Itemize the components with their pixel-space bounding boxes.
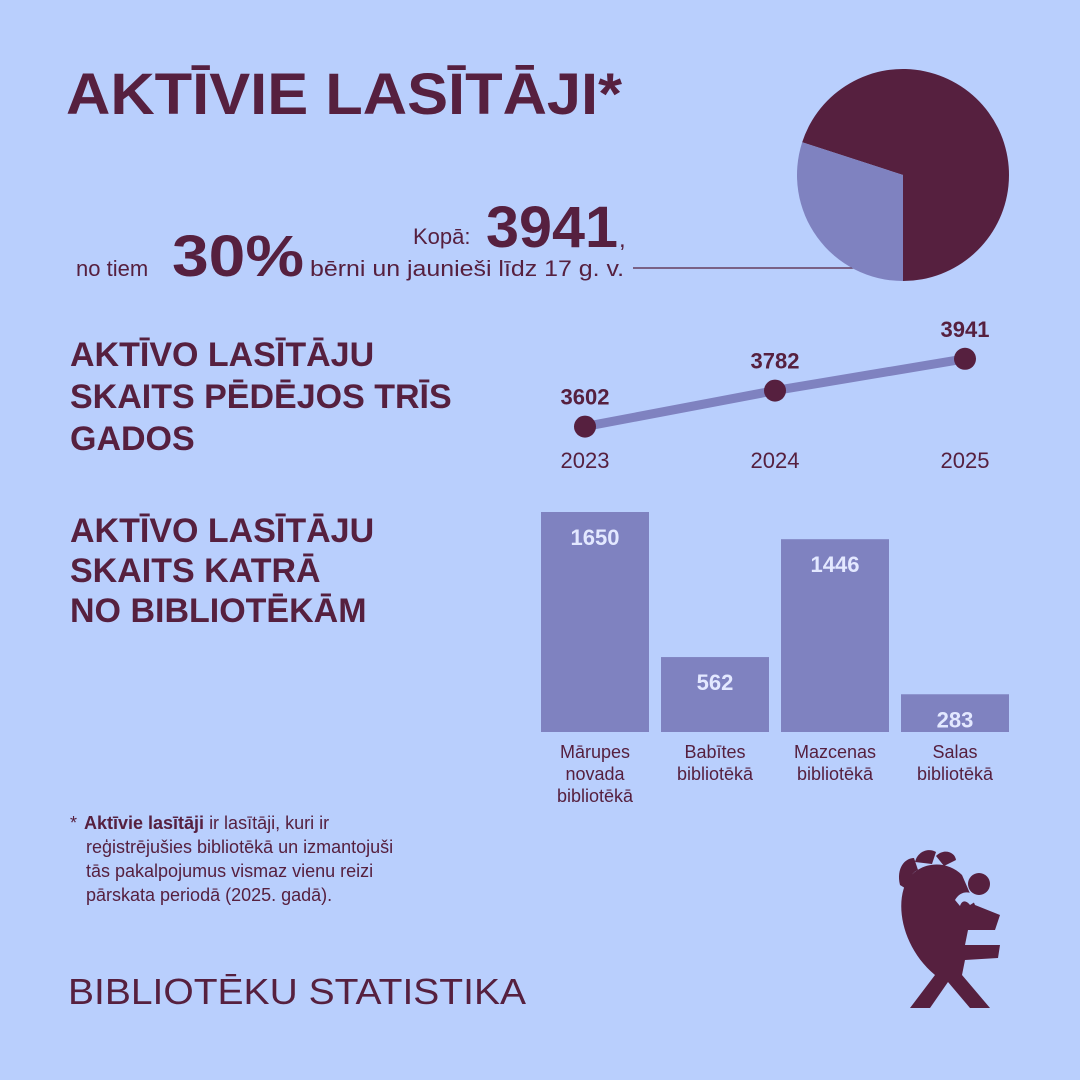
logo: [899, 850, 1000, 1008]
pie-slice: [802, 69, 1009, 282]
footer: BIBLIOTĒKU STATISTIKA: [68, 971, 526, 1012]
x-tick-label: Mazcenas bibliotēkā: [794, 742, 876, 784]
value-label: 562: [697, 670, 734, 695]
bar: [901, 694, 1009, 732]
value-label: 1446: [811, 552, 860, 577]
page-title: AKTĪVIE LASĪTĀJI*: [66, 62, 622, 127]
footnote-text: ir lasītāji, kuri ir reģistrējušies bibli…: [86, 813, 393, 905]
x-tick-label: Babītes bibliotēkā: [677, 742, 754, 784]
chart-title: AKTĪVO LASĪTĀJU SKAITS KATRĀ NO BIBLIOTĒKĀ…: [70, 512, 374, 630]
point: [764, 379, 786, 402]
footnote-marker: *: [70, 813, 77, 833]
chart-title: AKTĪVO LASĪTĀJU SKAITS PĒDĒJOS TRĪS GADOS: [70, 336, 452, 458]
x-tick-label: Salas bibliotēkā: [917, 742, 994, 784]
point: [954, 347, 976, 370]
pie-slice: [797, 142, 903, 281]
x-tick-label: 2025: [941, 448, 990, 473]
x-tick-label: 2023: [561, 448, 610, 473]
footnote-term: Aktīvie lasītāji: [84, 813, 204, 833]
share-suffix: bērni un jaunieši līdz 17 g. v.: [310, 256, 624, 281]
value-label: 3782: [751, 349, 800, 374]
value-label: 283: [937, 707, 974, 732]
value-label: 3602: [561, 385, 610, 410]
total-suffix: ,: [619, 226, 626, 253]
value-label: 3941: [941, 317, 990, 342]
value-label: 1650: [571, 525, 620, 550]
total-value: 3941: [486, 195, 618, 260]
total-prefix: Kopā:: [413, 224, 471, 249]
bar: [541, 512, 649, 732]
bar: [661, 657, 769, 732]
point: [574, 415, 596, 438]
x-tick-label: Mārupes novada bibliotēkā: [557, 742, 634, 806]
x-tick-label: 2024: [751, 448, 800, 473]
share-value: 30%: [172, 224, 304, 289]
bar: [781, 539, 889, 732]
share-prefix: no tiem: [76, 256, 148, 281]
